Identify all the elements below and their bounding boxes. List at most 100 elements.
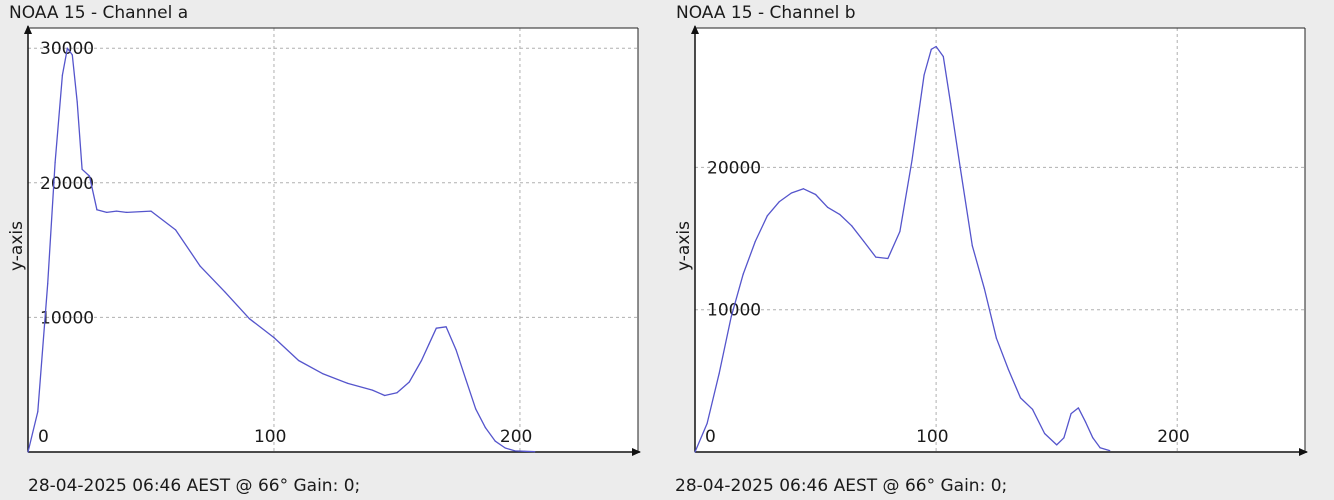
data-point <box>106 211 108 214</box>
data-point <box>971 245 973 247</box>
data-point <box>504 447 506 449</box>
data-point <box>322 373 324 375</box>
y-axis-arrow <box>691 25 699 34</box>
data-point <box>420 359 423 362</box>
data-point <box>524 450 526 452</box>
data-point <box>273 336 275 339</box>
data-point <box>766 215 768 217</box>
data-point <box>384 394 386 397</box>
data-point <box>224 291 226 293</box>
data-point <box>475 408 477 410</box>
data-point <box>396 392 398 394</box>
y-tick-label: 20000 <box>40 174 94 194</box>
data-point <box>754 240 756 243</box>
plot-background <box>695 28 1305 452</box>
data-point <box>1092 437 1094 439</box>
data-point <box>445 326 447 328</box>
data-point <box>88 175 91 177</box>
data-point <box>923 74 925 76</box>
chart-title: NOAA 15 - Channel a <box>9 3 189 23</box>
data-point <box>790 192 793 194</box>
data-point <box>297 359 300 362</box>
data-point <box>983 287 985 289</box>
x-tick-label: 0 <box>705 427 716 447</box>
data-point <box>718 373 720 375</box>
chart-title: NOAA 15 - Channel b <box>676 3 856 23</box>
data-point <box>694 451 696 453</box>
data-point <box>839 213 841 215</box>
x-tick-label: 200 <box>1157 427 1189 447</box>
data-point <box>408 381 410 383</box>
data-point <box>1056 444 1058 446</box>
data-point <box>1109 449 1111 452</box>
data-point <box>54 162 56 164</box>
data-point <box>995 337 997 339</box>
data-point <box>778 200 780 203</box>
data-point <box>887 257 889 260</box>
data-point <box>248 318 250 320</box>
data-point <box>96 209 98 211</box>
data-point <box>911 159 913 161</box>
data-point <box>730 316 732 318</box>
data-point <box>1099 447 1101 449</box>
data-point <box>1031 408 1034 410</box>
y-tick-label: 20000 <box>707 158 761 178</box>
data-point <box>1044 432 1046 435</box>
data-point <box>71 54 73 56</box>
series-line <box>27 47 535 453</box>
data-point <box>802 188 805 190</box>
data-point <box>863 240 865 243</box>
data-point <box>1063 437 1065 439</box>
data-point <box>428 343 430 345</box>
data-point <box>76 101 78 103</box>
data-point <box>899 230 901 233</box>
data-point <box>942 55 944 58</box>
data-point <box>827 206 829 208</box>
data-point <box>47 283 49 285</box>
data-point <box>851 225 853 227</box>
data-point <box>949 102 952 105</box>
data-point <box>455 349 457 351</box>
data-point <box>347 382 349 384</box>
x-axis-arrow <box>632 448 641 456</box>
data-point <box>484 427 487 429</box>
x-tick-label: 200 <box>500 427 532 447</box>
x-tick-label: 100 <box>916 427 948 447</box>
data-point <box>66 47 68 49</box>
y-axis-arrow <box>24 25 32 34</box>
data-point <box>465 378 467 380</box>
series-line <box>694 45 1110 453</box>
y-tick-label: 10000 <box>40 308 94 328</box>
data-point <box>514 450 516 452</box>
data-point <box>371 389 373 391</box>
chart-plot-channel-b: 10000 20000 0 100 200 <box>691 25 1308 456</box>
data-point <box>435 327 437 329</box>
data-point <box>814 193 817 196</box>
y-tick-label: 10000 <box>707 301 761 321</box>
data-point <box>174 229 177 231</box>
chart-panel-channel-a: NOAA 15 - Channel a y-axis 10000 20000 300… <box>0 0 660 500</box>
data-point <box>61 74 64 76</box>
data-point <box>115 210 118 212</box>
data-point <box>81 168 83 170</box>
data-point <box>1084 421 1087 423</box>
data-point <box>930 48 932 50</box>
data-point <box>150 210 152 212</box>
data-point <box>1007 368 1010 371</box>
plot-background <box>28 28 638 452</box>
data-point <box>742 273 744 275</box>
data-point <box>1019 397 1022 399</box>
x-axis-arrow <box>1299 448 1308 456</box>
data-point <box>494 440 496 442</box>
chart-panel-channel-b: NOAA 15 - Channel b y-axis 10000 20000 0 10… <box>667 0 1334 500</box>
data-point <box>199 265 201 267</box>
data-point <box>959 166 961 169</box>
data-point <box>706 422 708 425</box>
data-point <box>534 450 536 453</box>
data-point <box>27 451 29 453</box>
data-point <box>125 211 127 214</box>
data-point <box>1070 412 1072 415</box>
data-point <box>875 256 877 258</box>
